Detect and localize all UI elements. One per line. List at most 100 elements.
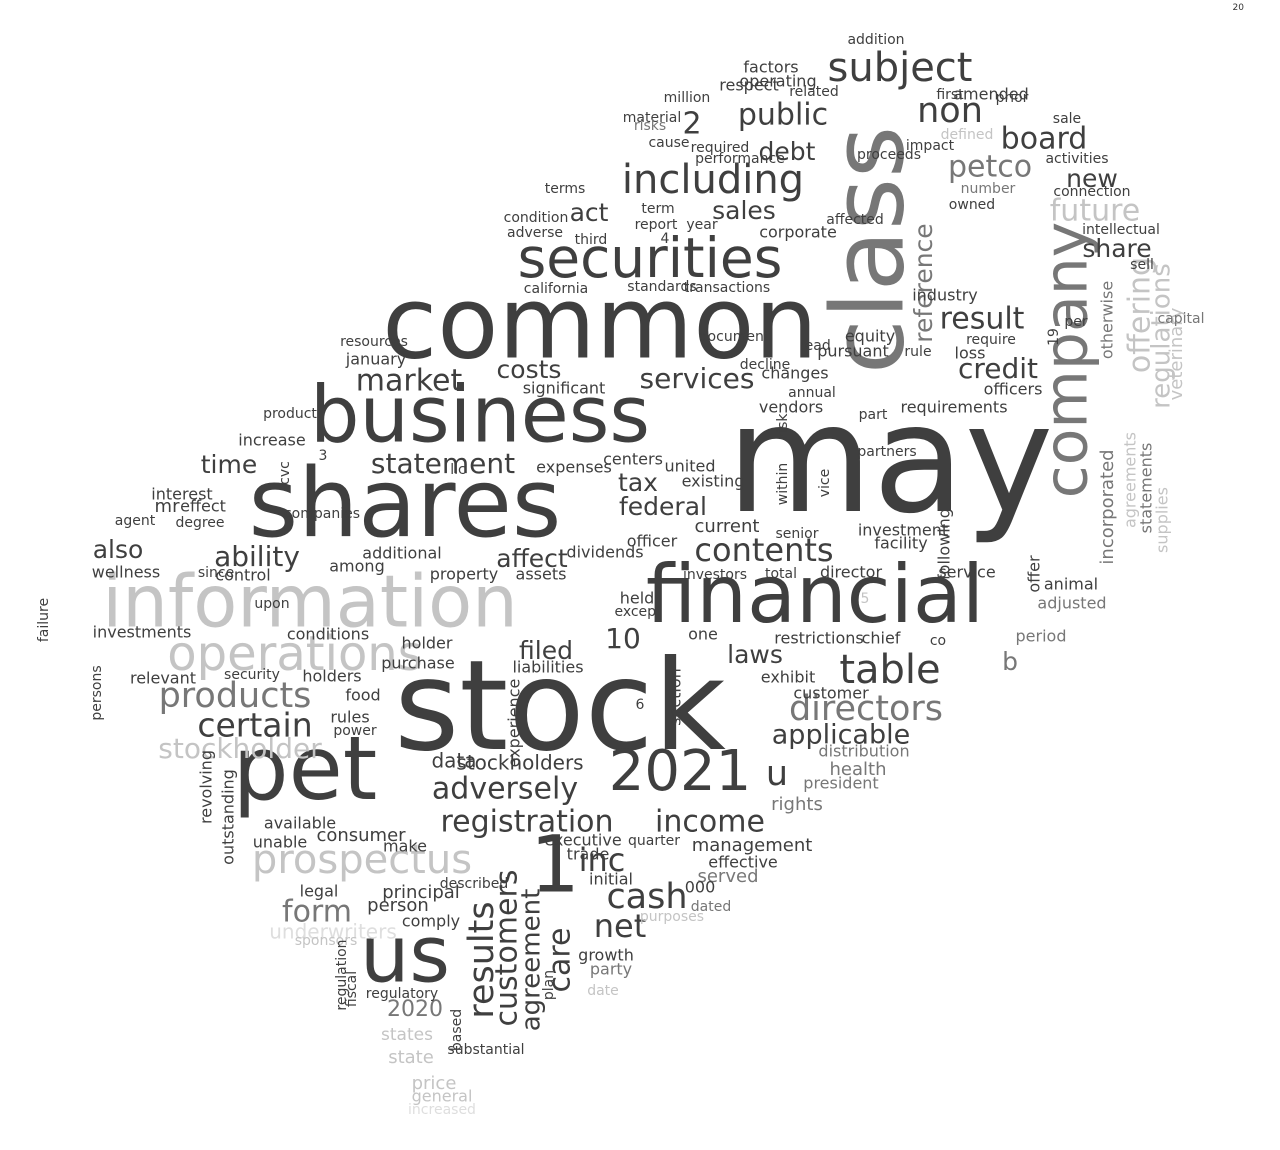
cloud-word: proceeds: [857, 147, 921, 163]
cloud-word: million: [664, 90, 711, 106]
cloud-word: ability: [214, 540, 300, 573]
cloud-word: united: [665, 457, 716, 476]
cloud-word: within: [775, 463, 791, 505]
cloud-word: year: [686, 217, 717, 233]
cloud-word: costs: [497, 355, 562, 384]
cloud-word: party: [590, 960, 632, 979]
cloud-word: resources: [340, 334, 408, 350]
cloud-word: non: [917, 91, 983, 131]
cloud-word: new: [1066, 164, 1118, 193]
cloud-word: centers: [603, 450, 663, 469]
cloud-word: us: [360, 910, 450, 1000]
cloud-word: period: [1016, 627, 1067, 646]
cloud-word: substantial: [447, 1042, 524, 1058]
cloud-word: changes: [761, 364, 828, 383]
cloud-word: rules: [330, 708, 369, 727]
cloud-word: 5: [861, 591, 870, 607]
cloud-word: sell: [1130, 257, 1154, 273]
cloud-word: industry: [912, 286, 978, 305]
cloud-word: vendors: [759, 398, 823, 417]
cloud-word: purposes: [640, 909, 704, 925]
cloud-word: information: [102, 560, 518, 644]
cloud-word: investments: [93, 623, 192, 642]
cloud-word: form: [282, 895, 352, 930]
cloud-word: agent: [115, 513, 156, 529]
cloud-word: agreement: [517, 889, 547, 1032]
cloud-word: rights: [771, 794, 823, 815]
cloud-word: rule: [904, 344, 931, 360]
cloud-word: principal: [382, 882, 460, 903]
cloud-word: 2020: [387, 997, 443, 1022]
cloud-word: partners: [857, 444, 916, 460]
cloud-word: among: [329, 557, 384, 576]
cloud-word: prior: [996, 90, 1029, 106]
cloud-word: affected: [826, 212, 884, 228]
cloud-word: 10: [605, 622, 641, 655]
cloud-word: since: [198, 565, 234, 581]
cloud-word: also: [93, 535, 144, 564]
cloud-word: income: [655, 805, 765, 840]
cloud-word: related: [789, 84, 839, 100]
cloud-word: existing: [682, 472, 745, 491]
cloud-word: dividends: [566, 543, 643, 562]
cloud-word: table: [839, 647, 940, 693]
cloud-word: comply: [402, 912, 460, 931]
cloud-word: contents: [694, 531, 833, 569]
cloud-word: conditions: [287, 625, 369, 644]
cloud-word: co: [930, 633, 946, 649]
cloud-word: including: [622, 157, 804, 203]
cloud-word: interest: [151, 485, 212, 504]
cloud-word: chief: [862, 629, 901, 648]
cloud-word: one: [688, 625, 718, 644]
cloud-word: standards: [627, 279, 696, 295]
cloud-word: condition: [504, 210, 569, 226]
cloud-word: degree: [175, 515, 224, 531]
cloud-word: held: [620, 589, 655, 608]
cloud-word: legal: [300, 882, 339, 901]
cloud-word: 6: [636, 697, 645, 713]
cloud-word: petco: [948, 150, 1032, 185]
cloud-word: board: [1001, 122, 1088, 157]
page-number: 20: [1232, 3, 1244, 13]
cloud-word: adversely: [432, 772, 578, 807]
cloud-word: corporate: [759, 223, 837, 242]
cloud-word: class: [809, 126, 926, 374]
cloud-word: described: [440, 876, 509, 892]
cloud-word: otherwise: [1098, 281, 1117, 359]
cloud-word: decline: [740, 357, 790, 373]
cloud-word: significant: [523, 379, 606, 398]
cloud-word: public: [738, 98, 828, 133]
cloud-word: dated: [691, 899, 731, 915]
cloud-word: regulatory: [366, 986, 438, 1002]
cloud-word: common: [382, 264, 818, 381]
cloud-word: requirements: [900, 398, 1007, 417]
cloud-word: llc: [450, 462, 465, 478]
cloud-word: operating: [739, 72, 816, 91]
cloud-word: result: [940, 302, 1025, 337]
cloud-word: food: [345, 686, 380, 705]
cloud-word: shares: [249, 449, 562, 559]
cloud-word: pet: [233, 717, 378, 820]
cloud-word: connection: [1053, 184, 1130, 200]
cloud-word: holder: [402, 634, 453, 653]
cloud-word: laws: [727, 640, 783, 669]
cloud-word: underwriters: [269, 920, 397, 944]
cloud-word: relevant: [130, 669, 196, 688]
cloud-word: services: [640, 362, 755, 395]
cloud-word: management: [692, 835, 813, 856]
cloud-word: required: [691, 140, 750, 156]
cloud-word: company: [1032, 222, 1102, 499]
cloud-word: officers: [984, 380, 1043, 399]
cloud-word: revolving: [197, 750, 216, 824]
cloud-word: product: [263, 406, 317, 422]
cloud-word: defined: [941, 127, 994, 143]
cloud-word: except: [614, 604, 662, 620]
cloud-word: property: [430, 565, 499, 584]
cloud-word: supplies: [1153, 487, 1172, 553]
cloud-word: mr: [155, 496, 181, 517]
cloud-word: offer: [1025, 555, 1044, 593]
cloud-word: upon: [254, 596, 289, 612]
cloud-word: increased: [408, 1102, 476, 1118]
cloud-word: persons: [89, 665, 105, 720]
cloud-word: addition: [847, 32, 904, 48]
